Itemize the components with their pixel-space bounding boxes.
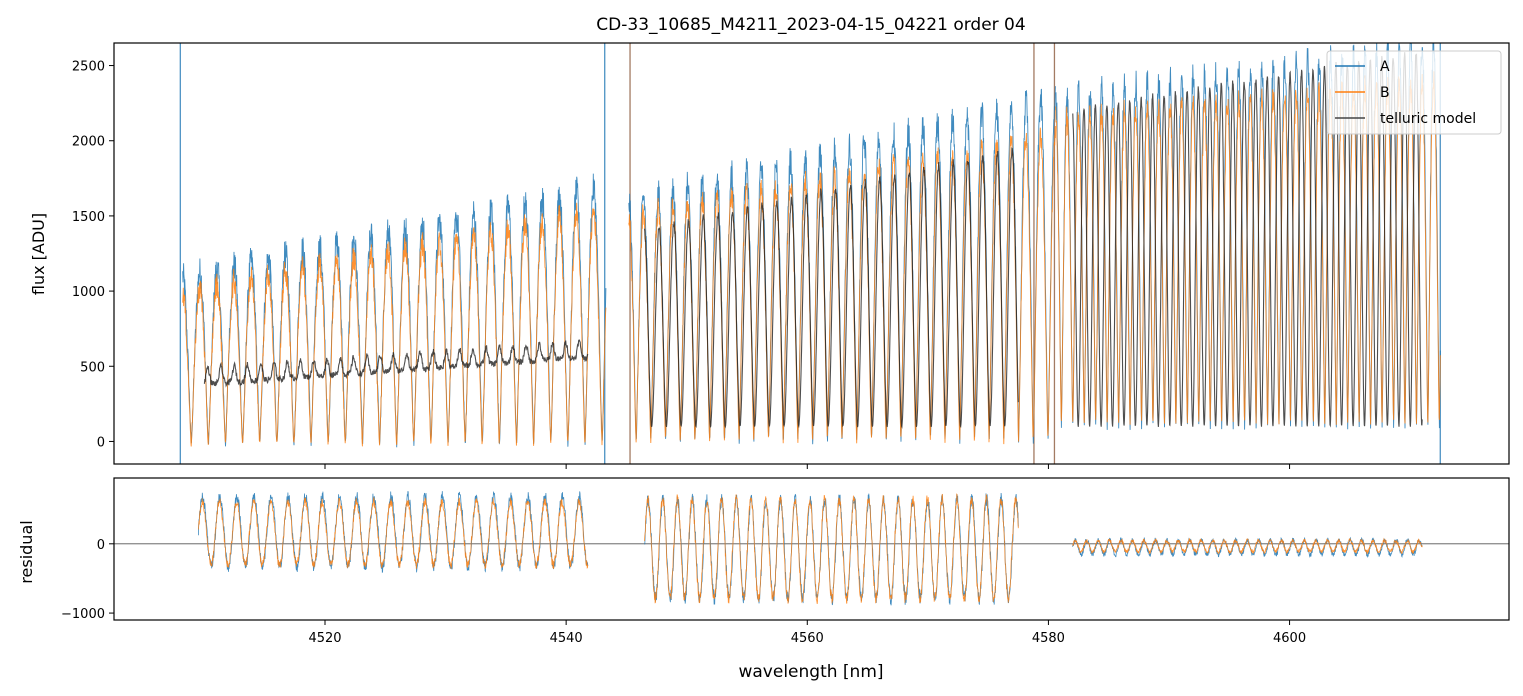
residual-xlabel: wavelength [nm]	[738, 662, 883, 682]
series-b-line	[182, 202, 607, 447]
residual-y-ticks: −1000 0	[61, 538, 114, 622]
flux-x-ticks	[324, 464, 1291, 469]
residual-xtick-label: 4580	[1032, 631, 1065, 646]
residual-axes-frame	[113, 477, 1510, 621]
series-model-line	[1072, 52, 1423, 428]
flux-ylabel: flux [ADU]	[29, 213, 48, 295]
residual-ylabel: residual	[17, 520, 36, 583]
flux-ytick-label: 0	[97, 435, 105, 450]
legend-label-a: A	[1380, 59, 1390, 75]
legend-label-b: B	[1380, 85, 1390, 101]
residual-b-line	[198, 496, 589, 570]
residual-x-ticks: 4520 4540 4560 4580 4600	[308, 620, 1306, 646]
flux-axes-frame	[113, 42, 1510, 465]
residual-xtick-label: 4520	[308, 631, 341, 646]
residual-b-line	[1072, 537, 1423, 555]
series-model-line	[203, 339, 589, 388]
flux-ytick-label: 2500	[72, 60, 105, 75]
flux-ytick-label: 1000	[72, 285, 105, 300]
legend: A B telluric model	[1326, 50, 1502, 135]
series-model-line	[643, 147, 1019, 429]
flux-y-ticks: 0 500 1000 1500 2000 2500	[72, 60, 114, 450]
residual-xtick-label: 4600	[1273, 631, 1306, 646]
residual-series	[198, 490, 1423, 606]
residual-ytick-label: 0	[97, 538, 105, 553]
flux-ytick-label: 1500	[72, 210, 105, 225]
residual-panel: −1000 0 4520 4540 4560 4580 4600 residual wav…	[17, 477, 1510, 682]
residual-xtick-label: 4540	[550, 631, 583, 646]
flux-ytick-label: 2000	[72, 135, 105, 150]
residual-a-line	[644, 492, 1019, 606]
residual-ytick-label: −1000	[61, 607, 105, 622]
residual-xtick-label: 4560	[791, 631, 824, 646]
chart-title: CD-33_10685_M4211_2023-04-15_04221 order…	[596, 15, 1025, 35]
flux-series	[182, 43, 1441, 448]
flux-ytick-label: 500	[80, 360, 105, 375]
flux-panel: 0 500 1000 1500 2000 2500 flux [ADU] A B tell…	[29, 42, 1510, 469]
residual-b-line	[644, 493, 1019, 604]
legend-label-model: telluric model	[1380, 111, 1476, 127]
